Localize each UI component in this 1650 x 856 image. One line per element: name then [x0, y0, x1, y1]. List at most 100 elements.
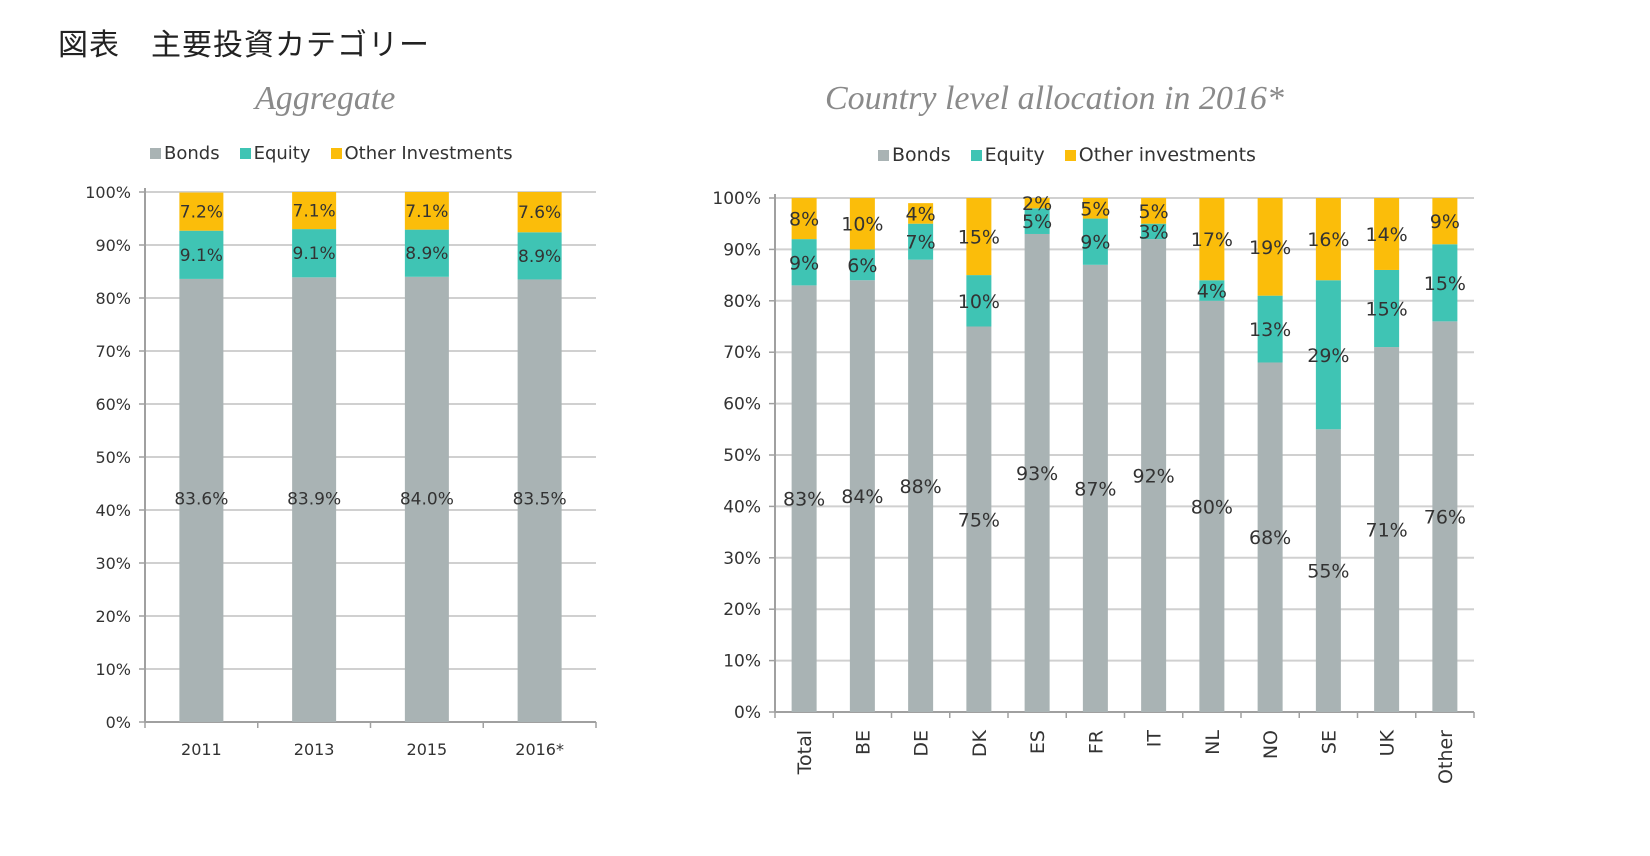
country-category-label: Total: [794, 730, 816, 775]
legend-label: Bonds: [892, 144, 951, 166]
aggregate-ytick-label: 0%: [106, 713, 131, 732]
legend-item-equity: Equity: [239, 143, 311, 164]
aggregate-bar-bonds: [179, 278, 224, 722]
country-data-label: 5%: [1139, 201, 1169, 223]
aggregate-category-label: 2015: [407, 740, 448, 759]
country-bar-bonds: [1141, 239, 1167, 712]
aggregate-data-label: 83.5%: [513, 490, 567, 510]
country-bar-equity: [791, 239, 817, 286]
country-bar-other-investments: [849, 198, 875, 250]
aggregate-bar-other-investments: [292, 192, 337, 230]
country-data-label: 4%: [906, 203, 936, 225]
aggregate-legend: Bonds Equity Other Investments: [150, 143, 533, 164]
country-bar-other-investments: [1199, 198, 1225, 281]
country-data-label: 9%: [789, 252, 819, 274]
country-data-label: 84%: [841, 486, 883, 508]
country-data-label: 4%: [1197, 281, 1227, 303]
country-chart-title: Country level allocation in 2016*: [825, 80, 1284, 117]
aggregate-data-label: 7.6%: [518, 203, 561, 223]
aggregate-data-label: 8.9%: [405, 244, 448, 264]
country-data-label: 14%: [1366, 224, 1408, 246]
country-data-label: 3%: [1139, 221, 1169, 243]
aggregate-bar-other-investments: [179, 192, 224, 231]
legend-item-other: Other Investments: [330, 143, 513, 164]
country-bar-bonds: [791, 285, 817, 712]
legend-swatch-other: [330, 148, 342, 159]
aggregate-category-label: 2011: [181, 740, 222, 759]
aggregate-ytick-label: 40%: [95, 501, 131, 520]
aggregate-bar-bonds: [292, 277, 337, 722]
country-ytick-label: 50%: [723, 446, 761, 466]
country-bar-bonds: [1082, 264, 1108, 712]
country-ytick-label: 70%: [723, 343, 761, 363]
aggregate-ytick-label: 70%: [95, 342, 131, 361]
country-data-label: 88%: [900, 476, 942, 498]
country-ytick-label: 80%: [723, 292, 761, 312]
country-ytick-label: 30%: [723, 549, 761, 569]
aggregate-data-label: 83.6%: [174, 490, 228, 510]
country-category-label: IT: [1144, 730, 1166, 748]
legend-swatch-bonds: [878, 149, 889, 161]
country-bar-equity: [1374, 269, 1400, 348]
country-bar-equity: [1257, 295, 1283, 363]
country-data-label: 68%: [1249, 527, 1291, 549]
country-ytick-label: 10%: [723, 652, 761, 672]
aggregate-bar-other-investments: [404, 192, 449, 230]
country-data-label: 8%: [789, 209, 819, 231]
country-bar-bonds: [1024, 233, 1050, 713]
country-category-label: SE: [1318, 730, 1340, 754]
country-category-label: UK: [1377, 729, 1399, 756]
country-data-label: 5%: [1022, 211, 1052, 233]
country-bar-other-investments: [1082, 198, 1108, 219]
aggregate-data-label: 7.1%: [293, 202, 336, 222]
country-category-label: DE: [911, 730, 933, 757]
aggregate-bar-equity: [179, 230, 224, 279]
legend-label: Equity: [253, 143, 311, 164]
aggregate-category-label: 2016*: [515, 740, 564, 759]
aggregate-category-label: 2013: [294, 740, 335, 759]
country-category-label: NO: [1260, 730, 1282, 759]
country-bar-other-investments: [1315, 198, 1341, 281]
aggregate-ytick-label: 10%: [95, 660, 131, 679]
country-bar-equity: [1082, 218, 1108, 265]
country-bar-bonds: [1432, 321, 1458, 712]
country-category-label: ES: [1027, 730, 1049, 754]
country-category-label: NL: [1202, 730, 1224, 755]
country-data-label: 29%: [1307, 345, 1349, 367]
aggregate-data-label: 9.1%: [293, 244, 336, 264]
legend-item-other: Other investments: [1064, 144, 1256, 166]
aggregate-data-label: 8.9%: [518, 247, 561, 267]
country-bar-other-investments: [1374, 198, 1400, 270]
aggregate-ytick-label: 60%: [95, 395, 131, 414]
country-bar-other-investments: [1257, 198, 1283, 296]
country-legend: Bonds Equity Other investments: [878, 144, 1276, 166]
country-data-label: 15%: [1366, 299, 1408, 321]
country-category-label: BE: [852, 730, 874, 755]
country-ytick-label: 40%: [723, 497, 761, 517]
country-bar-other-investments: [966, 198, 992, 276]
country-data-label: 6%: [847, 255, 877, 277]
aggregate-bar-other-investments: [517, 192, 562, 233]
country-bar-bonds: [849, 280, 875, 712]
country-ytick-label: 0%: [734, 703, 761, 723]
aggregate-bar-bonds: [517, 279, 562, 722]
country-data-label: 13%: [1249, 319, 1291, 341]
legend-item-bonds: Bonds: [150, 143, 220, 164]
aggregate-ytick-label: 50%: [95, 448, 131, 467]
country-data-label: 80%: [1191, 496, 1233, 518]
country-data-label: 2%: [1022, 193, 1052, 215]
aggregate-ytick-label: 90%: [95, 236, 131, 255]
country-data-label: 19%: [1249, 237, 1291, 259]
country-bar-bonds: [1315, 429, 1341, 712]
country-bar-other-investments: [1432, 198, 1458, 245]
country-bar-equity: [1432, 244, 1458, 322]
country-data-label: 9%: [1080, 232, 1110, 254]
country-bar-equity: [1315, 280, 1341, 430]
aggregate-chart-title: Aggregate: [255, 80, 396, 117]
country-data-label: 17%: [1191, 229, 1233, 251]
country-bar-bonds: [1199, 300, 1225, 712]
country-bar-other-investments: [1024, 198, 1050, 209]
legend-label: Other Investments: [344, 143, 513, 164]
country-bar-equity: [908, 223, 934, 260]
